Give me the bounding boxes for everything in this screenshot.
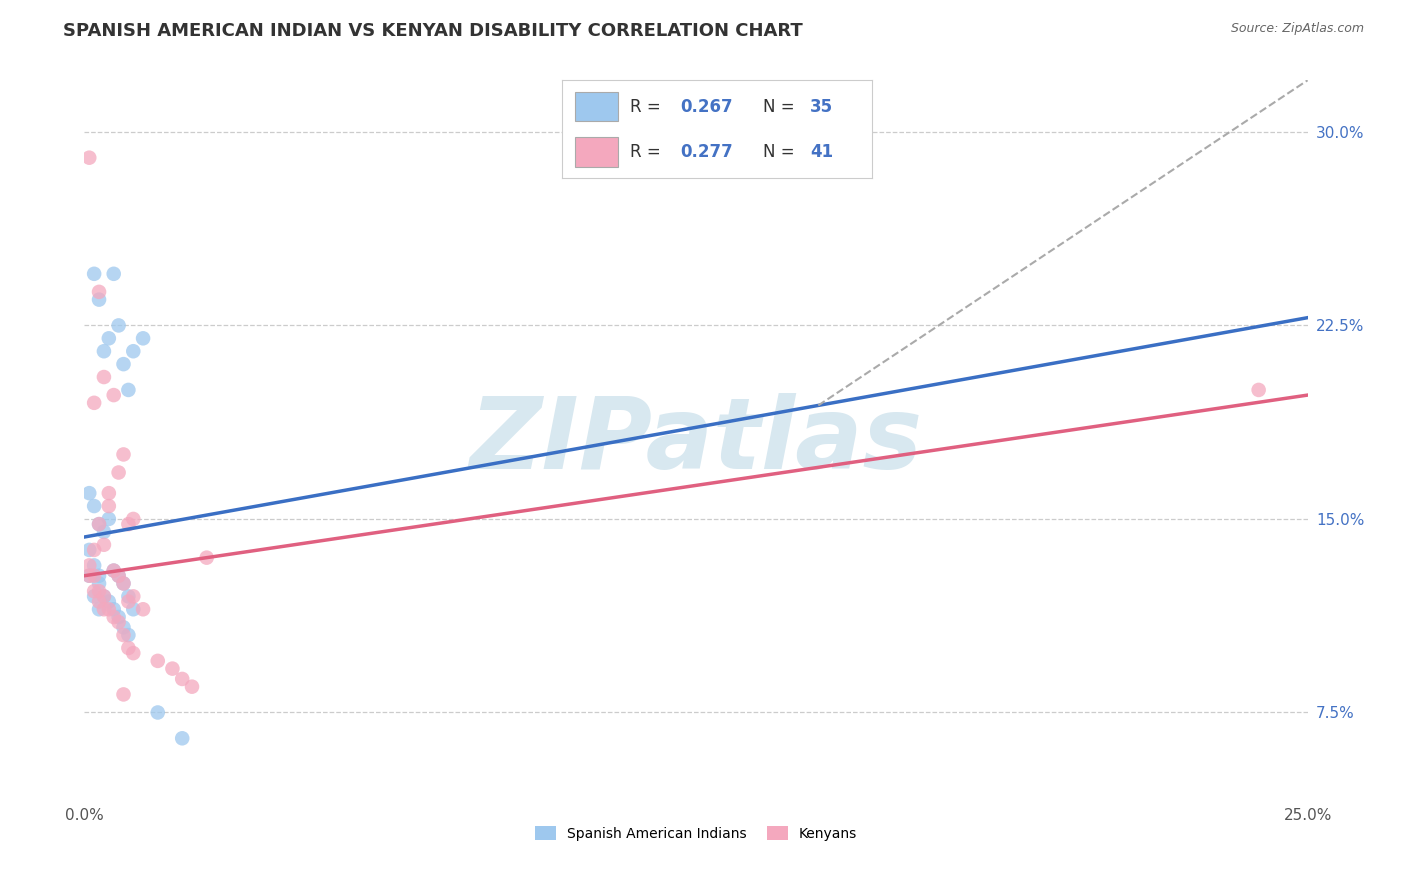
Point — [107, 568, 129, 582]
Point — [83, 584, 105, 599]
Point — [107, 615, 129, 630]
Point — [107, 466, 129, 480]
Text: R =: R = — [630, 98, 666, 116]
Point — [87, 517, 110, 532]
Point — [146, 706, 169, 720]
Point — [93, 344, 115, 359]
Point — [87, 602, 110, 616]
Point — [112, 620, 135, 634]
Point — [117, 517, 139, 532]
Point — [122, 602, 145, 616]
Point — [97, 594, 120, 608]
Point — [93, 524, 115, 539]
Point — [77, 486, 100, 500]
FancyBboxPatch shape — [575, 92, 619, 121]
FancyBboxPatch shape — [575, 137, 619, 167]
Text: 41: 41 — [810, 143, 832, 161]
Point — [117, 383, 139, 397]
Point — [87, 285, 110, 299]
Point — [87, 594, 110, 608]
Point — [97, 512, 120, 526]
Point — [87, 568, 110, 582]
Point — [87, 576, 110, 591]
Text: SPANISH AMERICAN INDIAN VS KENYAN DISABILITY CORRELATION CHART: SPANISH AMERICAN INDIAN VS KENYAN DISABI… — [63, 22, 803, 40]
Point — [107, 318, 129, 333]
Point — [93, 538, 115, 552]
Point — [122, 590, 145, 604]
Point — [146, 654, 169, 668]
Point — [93, 590, 115, 604]
Point — [103, 388, 125, 402]
Point — [83, 499, 105, 513]
Point — [112, 628, 135, 642]
Point — [107, 568, 129, 582]
Point — [112, 576, 135, 591]
Point — [103, 610, 125, 624]
Point — [83, 558, 105, 573]
Text: R =: R = — [630, 143, 666, 161]
Point — [181, 680, 204, 694]
Point — [103, 564, 125, 578]
Point — [112, 687, 135, 701]
Text: 0.277: 0.277 — [681, 143, 733, 161]
Point — [83, 542, 105, 557]
Point — [103, 564, 125, 578]
Point — [93, 370, 115, 384]
Point — [117, 590, 139, 604]
Point — [132, 602, 155, 616]
Point — [122, 512, 145, 526]
Point — [112, 447, 135, 461]
Point — [77, 568, 100, 582]
Point — [112, 357, 135, 371]
Point — [87, 293, 110, 307]
Legend: Spanish American Indians, Kenyans: Spanish American Indians, Kenyans — [529, 821, 863, 847]
Point — [93, 590, 115, 604]
Text: 35: 35 — [810, 98, 832, 116]
Point — [77, 558, 100, 573]
Point — [83, 396, 105, 410]
Point — [195, 550, 218, 565]
Point — [87, 584, 110, 599]
Point — [172, 672, 194, 686]
Point — [122, 344, 145, 359]
Text: 0.267: 0.267 — [681, 98, 733, 116]
Point — [97, 486, 120, 500]
Point — [132, 331, 155, 345]
Text: ZIPatlas: ZIPatlas — [470, 393, 922, 490]
Point — [107, 610, 129, 624]
Point — [1247, 383, 1270, 397]
Point — [117, 628, 139, 642]
Text: Source: ZipAtlas.com: Source: ZipAtlas.com — [1230, 22, 1364, 36]
Point — [97, 331, 120, 345]
Point — [77, 568, 100, 582]
Point — [77, 151, 100, 165]
Text: N =: N = — [763, 98, 800, 116]
Point — [97, 499, 120, 513]
Point — [97, 602, 120, 616]
Point — [122, 646, 145, 660]
Text: N =: N = — [763, 143, 800, 161]
Point — [87, 517, 110, 532]
Point — [77, 542, 100, 557]
Point — [112, 576, 135, 591]
Point — [83, 568, 105, 582]
Point — [103, 267, 125, 281]
Point — [83, 590, 105, 604]
Point — [103, 602, 125, 616]
Point — [117, 640, 139, 655]
Point — [117, 594, 139, 608]
Point — [83, 267, 105, 281]
Point — [93, 602, 115, 616]
Point — [162, 662, 184, 676]
Point — [172, 731, 194, 746]
